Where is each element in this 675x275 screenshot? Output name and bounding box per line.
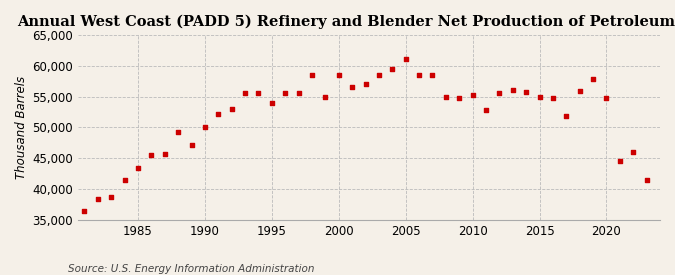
Y-axis label: Thousand Barrels: Thousand Barrels [15, 76, 28, 179]
Point [280, 91, 291, 95]
Point [387, 67, 398, 71]
Point [146, 153, 157, 158]
Title: Annual West Coast (PADD 5) Refinery and Blender Net Production of Petroleum Coke: Annual West Coast (PADD 5) Refinery and … [17, 15, 675, 29]
Point [574, 89, 585, 93]
Point [347, 85, 358, 89]
Point [253, 91, 264, 96]
Text: Source: U.S. Energy Information Administration: Source: U.S. Energy Information Administ… [68, 264, 314, 274]
Point [173, 130, 184, 134]
Point [106, 195, 117, 199]
Point [119, 178, 130, 182]
Point [373, 73, 384, 77]
Point [79, 209, 90, 213]
Point [547, 96, 558, 101]
Point [561, 114, 572, 119]
Point [427, 73, 438, 77]
Point [467, 93, 478, 98]
Point [508, 88, 518, 93]
Point [132, 165, 143, 170]
Point [360, 82, 371, 86]
Point [628, 150, 639, 154]
Point [454, 96, 464, 101]
Point [601, 96, 612, 100]
Point [267, 100, 277, 105]
Point [441, 94, 452, 99]
Point [333, 73, 344, 77]
Point [520, 90, 531, 94]
Point [641, 178, 652, 182]
Point [588, 77, 599, 81]
Point [186, 142, 197, 147]
Point [614, 159, 625, 164]
Point [240, 91, 250, 96]
Point [213, 112, 223, 117]
Point [414, 73, 425, 77]
Point [481, 108, 491, 112]
Point [92, 196, 103, 201]
Point [159, 152, 170, 156]
Point [200, 125, 211, 130]
Point [320, 94, 331, 99]
Point [400, 57, 411, 62]
Point [293, 91, 304, 95]
Point [494, 91, 505, 96]
Point [306, 73, 317, 77]
Point [534, 94, 545, 99]
Point [226, 107, 237, 111]
